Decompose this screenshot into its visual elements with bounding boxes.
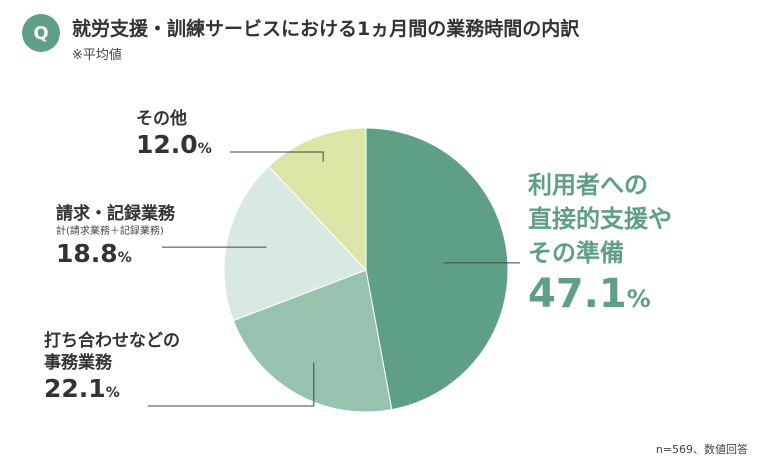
slice-label-billing-records: 請求・記録業務 計(請求業務＋記録業務) 18.8% [56, 203, 175, 273]
question-badge-text: Q [33, 22, 49, 44]
slice-label-direct-support: 利用者への 直接的支援や その準備 47.1% [528, 168, 672, 323]
slice-label-line: 利用者への [528, 171, 648, 199]
chart-title: 就労支援・訓練サービスにおける1ヵ月間の業務時間の内訳 [72, 18, 580, 40]
slice-office-work [232, 269, 393, 413]
slice-value: 12.0% [136, 130, 212, 164]
slice-note: 計(請求業務＋記録業務) [56, 226, 164, 237]
footnote: n=569、数値回答 [655, 443, 748, 456]
slice-billing-records [223, 165, 367, 322]
slice-value-number: 47.1 [528, 271, 627, 317]
slice-value: 18.8% [56, 239, 175, 273]
leader-line-office-work [148, 362, 315, 407]
slice-direct-support [365, 127, 509, 411]
slice-other [268, 127, 367, 272]
slice-label-line: その他 [136, 109, 187, 129]
slice-label-line: 打ち合わせなどの [44, 331, 180, 351]
slice-label-office-work: 打ち合わせなどの 事務業務 22.1% [44, 330, 180, 408]
leader-line-other [230, 151, 324, 162]
slice-value-number: 18.8 [56, 239, 118, 268]
slice-value-number: 22.1 [44, 374, 106, 403]
slice-label-line: その準備 [528, 239, 624, 267]
chart-subtitle: ※平均値 [72, 48, 122, 63]
slice-value: 47.1% [528, 270, 672, 323]
slice-value: 22.1% [44, 374, 180, 408]
slice-value-unit: % [105, 385, 120, 401]
question-badge: Q [22, 14, 60, 52]
slice-label-line: 直接的支援や [528, 205, 672, 233]
slice-value-unit: % [197, 141, 212, 157]
slice-label-other: その他 12.0% [136, 108, 212, 164]
slice-label-line: 事務業務 [44, 353, 112, 373]
slice-value-number: 12.0 [136, 130, 198, 159]
slice-label-line: 請求・記録業務 [56, 204, 175, 224]
slice-value-unit: % [626, 285, 651, 313]
slice-value-unit: % [117, 250, 132, 266]
